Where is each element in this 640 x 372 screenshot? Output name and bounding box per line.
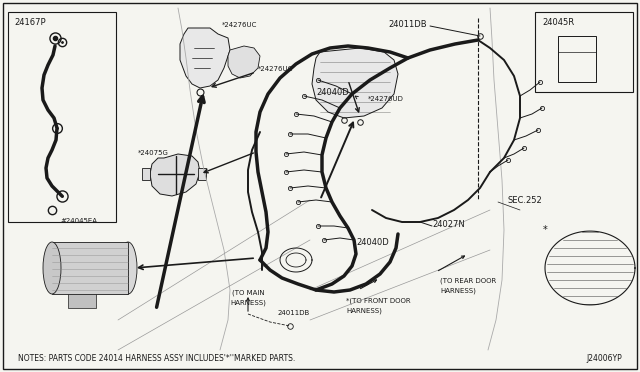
Text: 24011DB: 24011DB bbox=[388, 20, 427, 29]
Ellipse shape bbox=[119, 242, 137, 294]
Text: *24075G: *24075G bbox=[138, 150, 169, 156]
Bar bbox=[8, 12, 116, 222]
Polygon shape bbox=[228, 46, 260, 78]
Text: NOTES: PARTS CODE 24014 HARNESS ASSY INCLUDES'*''MARKED PARTS.: NOTES: PARTS CODE 24014 HARNESS ASSY INC… bbox=[18, 354, 295, 363]
Polygon shape bbox=[142, 168, 150, 180]
Polygon shape bbox=[312, 48, 398, 118]
Bar bbox=[558, 36, 596, 82]
Text: (TO MAIN: (TO MAIN bbox=[232, 290, 264, 296]
Text: HARNESS): HARNESS) bbox=[346, 308, 382, 314]
Bar bbox=[68, 294, 96, 308]
Polygon shape bbox=[180, 28, 230, 88]
Text: SEC.252: SEC.252 bbox=[508, 196, 543, 205]
Text: 24040D: 24040D bbox=[356, 238, 388, 247]
Bar bbox=[535, 12, 633, 92]
Text: 24167P: 24167P bbox=[14, 18, 45, 27]
Bar bbox=[52, 242, 128, 294]
Text: HARNESS): HARNESS) bbox=[230, 300, 266, 307]
Text: J24006YP: J24006YP bbox=[586, 354, 622, 363]
Text: 24011DB: 24011DB bbox=[278, 310, 310, 316]
Text: 24045R: 24045R bbox=[542, 18, 574, 27]
Text: *24276UC: *24276UC bbox=[222, 22, 257, 28]
Text: 24027N: 24027N bbox=[432, 220, 465, 229]
Text: *24276UC: *24276UC bbox=[258, 66, 293, 72]
Polygon shape bbox=[198, 168, 206, 180]
Text: *: * bbox=[543, 225, 547, 235]
Text: *24276UD: *24276UD bbox=[368, 96, 404, 102]
Polygon shape bbox=[150, 154, 200, 196]
Text: #24045EA: #24045EA bbox=[60, 218, 97, 224]
Text: *(TO FRONT DOOR: *(TO FRONT DOOR bbox=[346, 298, 411, 305]
Text: HARNESS): HARNESS) bbox=[440, 288, 476, 295]
Text: 24040D: 24040D bbox=[316, 88, 349, 97]
Ellipse shape bbox=[43, 242, 61, 294]
Text: (TO REAR DOOR: (TO REAR DOOR bbox=[440, 278, 496, 285]
